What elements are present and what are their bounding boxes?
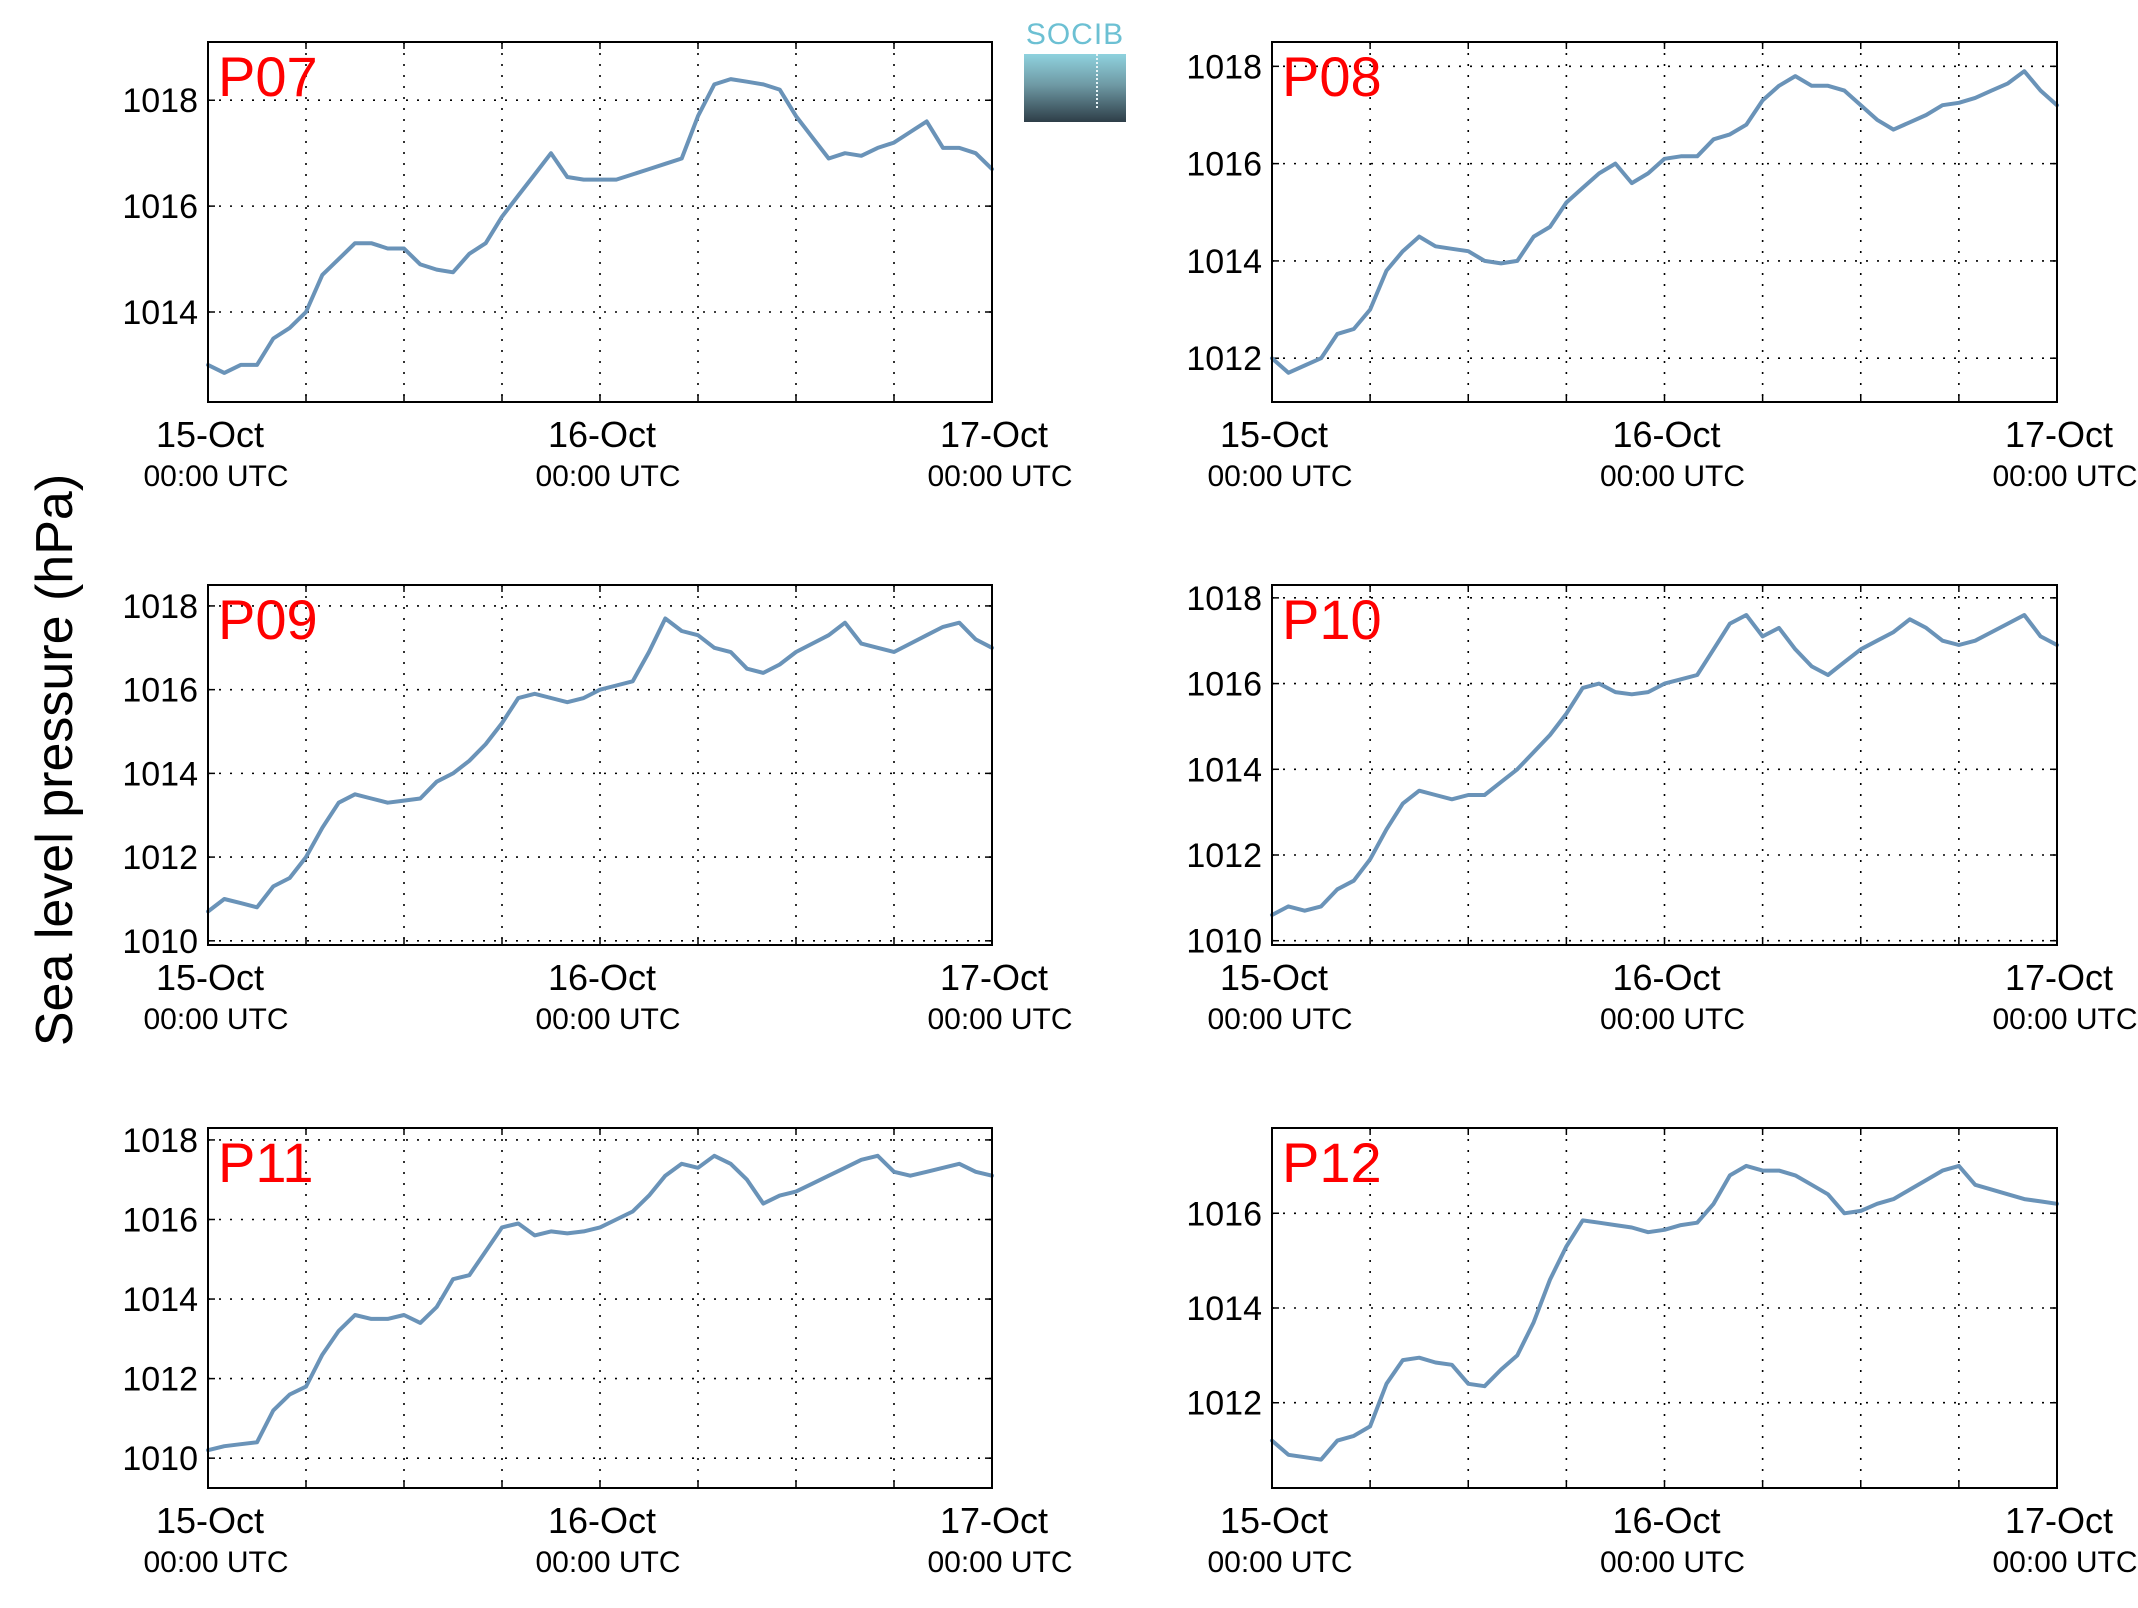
y-tick-label: 1012 [122,839,198,877]
x-tick-label-time: 00:00 UTC [535,1003,680,1036]
x-tick-label-day: 15-Oct [156,1500,264,1541]
panel-p07: 1014 1016 1018 15-Oct 00:00 UTC 16-Oct 00:00 U… [122,41,1073,493]
logo-dotted-line [1096,54,1098,108]
panel-title: P09 [218,588,318,651]
y-tick-label: 1014 [1186,751,1262,789]
x-tick-label-day: 17-Oct [940,957,1048,998]
panel-title: P10 [1282,588,1382,651]
panel-p12: 1012 1014 1016 15-Oct 00:00 UTC 16-Oct 00:00 U… [1186,1127,2138,1579]
x-tick-label-time: 00:00 UTC [927,460,1072,493]
series-line-p12 [1270,1163,2059,1462]
axes-frame [1271,1127,2058,1489]
x-tick-label-time: 00:00 UTC [143,1546,288,1579]
y-tick-label: 1012 [122,1361,198,1399]
series-line-p09 [206,616,994,914]
panel-grid: 1014 1016 1018 15-Oct 00:00 UTC 16-Oct 00:00 U… [122,41,2138,1579]
x-tick-label-day: 17-Oct [940,1500,1048,1541]
x-tick-label-day: 16-Oct [548,957,656,998]
x-tick-label-day: 16-Oct [1612,1500,1720,1541]
axes-frame [1271,41,2058,403]
x-tick-label-day: 17-Oct [940,414,1048,455]
panel-title: P11 [218,1131,313,1194]
x-tick-label-time: 00:00 UTC [927,1546,1072,1579]
x-tick-label-day: 15-Oct [156,414,264,455]
panel-title: P12 [1282,1131,1382,1194]
axes-frame [207,584,993,946]
y-tick-label: 1014 [122,294,198,332]
series-line-p11 [206,1153,994,1453]
x-tick-label-time: 00:00 UTC [1600,460,1745,493]
y-tick-label: 1016 [1186,146,1262,184]
panel-title: P08 [1282,45,1382,108]
y-tick-label: 1010 [122,923,198,961]
x-tick-label-time: 00:00 UTC [1992,1546,2137,1579]
x-tick-label-day: 16-Oct [1612,957,1720,998]
socib-logo: SOCIB [1024,18,1126,122]
y-tick-label: 1018 [1186,48,1262,86]
logo-text: SOCIB [1025,18,1125,51]
axes-frame [207,41,993,403]
y-tick-label: 1016 [1186,1195,1262,1233]
y-tick-label: 1016 [122,1201,198,1239]
x-tick-label-time: 00:00 UTC [1600,1546,1745,1579]
panel-p09: 1010 1012 1014 1016 1018 15-Oct 00:00 UTC 16-Oc… [122,584,1073,1036]
panel-p08: 1012 1014 1016 1018 15-Oct 00:00 UTC 16-Oct 00:… [1186,41,2138,493]
y-tick-label: 1018 [1186,580,1262,618]
series-line-p08 [1270,69,2059,375]
axes-frame [207,1127,993,1489]
x-tick-label-day: 15-Oct [1220,414,1328,455]
x-tick-label-time: 00:00 UTC [1207,460,1352,493]
x-tick-label-day: 16-Oct [1612,414,1720,455]
x-tick-label-time: 00:00 UTC [1992,1003,2137,1036]
y-tick-label: 1014 [122,1281,198,1319]
panel-p10: 1010 1012 1014 1016 1018 15-Oct 00:00 UTC 16-Oc… [1186,580,2137,1036]
y-tick-label: 1014 [1186,243,1262,281]
y-tick-label: 1016 [122,672,198,710]
series-line-p10 [1270,613,2059,917]
panel-p11: 1010 1012 1014 1016 1018 15-Oct 00:00 UTC 16-Oc… [122,1122,1072,1579]
x-tick-label-day: 16-Oct [548,414,656,455]
y-tick-label: 1018 [122,1122,198,1160]
panel-title: P07 [218,45,318,108]
x-tick-label-day: 15-Oct [1220,1500,1328,1541]
y-tick-label: 1012 [1186,340,1262,378]
y-tick-label: 1012 [1186,1385,1262,1423]
y-tick-label: 1014 [1186,1290,1262,1328]
y-tick-label: 1016 [1186,666,1262,704]
x-tick-label-time: 00:00 UTC [535,1546,680,1579]
y-tick-label: 1014 [122,755,198,793]
x-tick-label-time: 00:00 UTC [143,460,288,493]
x-tick-label-time: 00:00 UTC [1207,1546,1352,1579]
logo-gradient-box [1024,54,1126,122]
y-tick-label: 1012 [1186,837,1262,875]
y-tick-label: 1010 [1186,923,1262,961]
y-axis-label: Sea level pressure (hPa) [26,474,84,1046]
y-tick-label: 1010 [122,1440,198,1478]
series-line-p07 [206,77,994,375]
x-tick-label-day: 15-Oct [156,957,264,998]
axes-frame [1271,584,2058,946]
x-tick-label-time: 00:00 UTC [927,1003,1072,1036]
x-tick-label-time: 00:00 UTC [1600,1003,1745,1036]
y-tick-label: 1018 [122,588,198,626]
x-tick-label-day: 16-Oct [548,1500,656,1541]
x-tick-label-day: 17-Oct [2005,1500,2113,1541]
x-tick-label-time: 00:00 UTC [143,1003,288,1036]
x-tick-label-day: 17-Oct [2005,957,2113,998]
x-tick-label-day: 17-Oct [2005,414,2113,455]
x-tick-label-time: 00:00 UTC [1992,460,2137,493]
y-tick-label: 1018 [122,82,198,120]
x-tick-label-day: 15-Oct [1220,957,1328,998]
y-tick-label: 1016 [122,188,198,226]
x-tick-label-time: 00:00 UTC [1207,1003,1352,1036]
x-tick-label-time: 00:00 UTC [535,460,680,493]
